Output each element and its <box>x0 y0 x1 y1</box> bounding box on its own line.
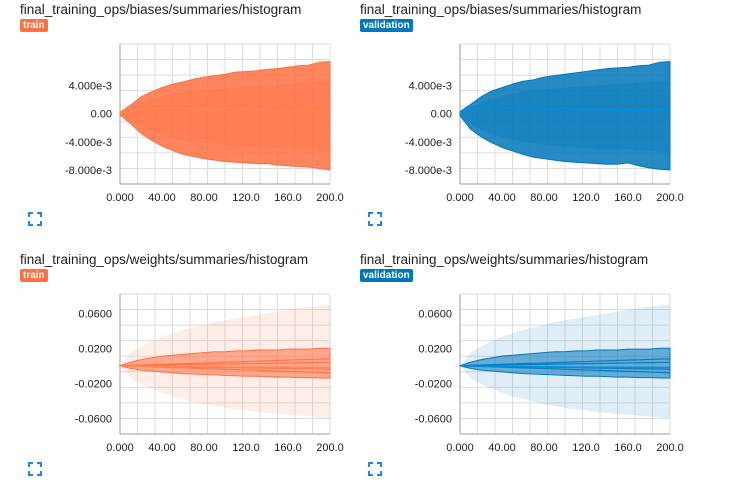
distribution-area <box>459 61 671 171</box>
expand-icon[interactable] <box>28 212 42 226</box>
y-tick-label: 0.00 <box>431 109 452 121</box>
median-line <box>119 107 330 115</box>
percentile-line <box>459 361 671 367</box>
histogram-chart: 4.000e-3 0.00 -4.000e-3 -8.000e-3 0.000 40.00… <box>405 43 684 204</box>
y-tick-label: 0.0600 <box>78 308 112 320</box>
x-tick-label: 80.00 <box>190 442 218 454</box>
x-tick-label: 40.00 <box>488 192 516 204</box>
y-tick-label: -4.000e-3 <box>405 137 452 149</box>
y-tick-label: -0.0600 <box>415 413 452 425</box>
x-tick-label: 160.0 <box>274 192 302 204</box>
x-tick-label: 40.00 <box>148 192 176 204</box>
y-tick-label: 0.0200 <box>78 343 112 355</box>
x-tick-label: 160.0 <box>274 442 302 454</box>
y-tick-label: -8.000e-3 <box>405 165 452 177</box>
x-tick-label: 200.0 <box>656 192 684 204</box>
x-tick-label: 0.000 <box>446 442 474 454</box>
median-line <box>459 105 670 115</box>
y-tick-label: 4.000e-3 <box>409 81 452 93</box>
run-badge: train <box>20 269 48 282</box>
x-tick-label: 120.0 <box>232 442 260 454</box>
y-tick-label: 0.0200 <box>418 343 452 355</box>
histogram-chart: 4.000e-3 0.00 -4.000e-3 -8.000e-3 0.000 40.00… <box>65 43 344 204</box>
y-tick-label: 4.000e-3 <box>69 81 112 93</box>
x-tick-label: 200.0 <box>316 442 344 454</box>
run-badge: train <box>20 19 48 32</box>
x-tick-label: 0.000 <box>106 442 134 454</box>
histogram-chart: 0.0600 0.0200 -0.0200 -0.0600 0.000 40.00 80.0… <box>415 293 684 454</box>
x-tick-label: 120.0 <box>232 192 260 204</box>
x-tick-label: 40.00 <box>488 442 516 454</box>
x-tick-label: 80.00 <box>190 192 218 204</box>
median-line <box>459 364 670 369</box>
x-tick-label: 200.0 <box>316 192 344 204</box>
card-title: final_training_ops/weights/summaries/his… <box>360 252 649 267</box>
y-tick-label: -0.0600 <box>75 413 112 425</box>
card-title: final_training_ops/biases/summaries/hist… <box>360 2 642 17</box>
y-tick-label: 0.00 <box>91 109 112 121</box>
run-badge: validation <box>360 19 413 32</box>
y-tick-label: -4.000e-3 <box>65 137 112 149</box>
run-badge: validation <box>360 269 413 282</box>
x-tick-label: 80.00 <box>530 192 558 204</box>
x-tick-label: 80.00 <box>530 442 558 454</box>
histogram-card: final_training_ops/biases/summaries/hist… <box>360 2 710 242</box>
percentile-line <box>119 361 331 367</box>
distribution-area <box>119 61 331 171</box>
y-tick-label: -8.000e-3 <box>65 165 112 177</box>
x-tick-label: 40.00 <box>148 442 176 454</box>
histogram-card: final_training_ops/weights/summaries/his… <box>20 252 370 492</box>
y-tick-label: -0.0200 <box>75 378 112 390</box>
x-tick-label: 120.0 <box>572 442 600 454</box>
histogram-card: final_training_ops/weights/summaries/his… <box>360 252 710 492</box>
x-tick-label: 160.0 <box>614 192 642 204</box>
card-title: final_training_ops/biases/summaries/hist… <box>20 2 302 17</box>
inner-band-area <box>460 80 670 153</box>
x-tick-label: 160.0 <box>614 442 642 454</box>
x-tick-label: 0.000 <box>106 192 134 204</box>
inner-band-area <box>120 80 330 151</box>
expand-icon[interactable] <box>368 462 382 476</box>
x-tick-label: 120.0 <box>572 192 600 204</box>
median-line <box>119 364 330 369</box>
histogram-card: final_training_ops/biases/summaries/hist… <box>20 2 370 242</box>
histogram-chart: 0.0600 0.0200 -0.0200 -0.0600 0.000 40.00 80.0… <box>75 293 344 454</box>
expand-icon[interactable] <box>28 462 42 476</box>
x-tick-label: 0.000 <box>446 192 474 204</box>
x-tick-label: 200.0 <box>656 442 684 454</box>
card-title: final_training_ops/weights/summaries/his… <box>20 252 309 267</box>
y-tick-label: 0.0600 <box>418 308 452 320</box>
expand-icon[interactable] <box>368 212 382 226</box>
y-tick-label: -0.0200 <box>415 378 452 390</box>
